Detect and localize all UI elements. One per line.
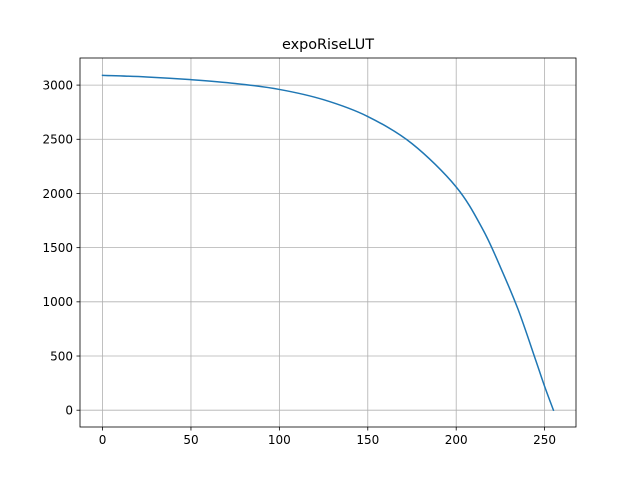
x-tick-label: 50	[183, 433, 198, 447]
chart-title: expoRiseLUT	[282, 37, 374, 53]
y-tick-label: 500	[50, 349, 73, 363]
x-tick-label: 200	[445, 433, 468, 447]
x-tick-label: 100	[268, 433, 291, 447]
x-tick-label: 250	[533, 433, 556, 447]
y-tick-label: 2500	[42, 133, 73, 147]
grid-lines	[80, 58, 576, 427]
series-line	[101, 74, 555, 412]
y-tick-label: 0	[65, 404, 73, 418]
plot-frame	[79, 57, 577, 428]
y-tick-label: 3000	[42, 78, 73, 92]
plot-area	[80, 58, 576, 427]
series-layer	[101, 74, 555, 412]
y-tick-label: 1000	[42, 295, 73, 309]
x-tick-label: 150	[356, 433, 379, 447]
x-tick-label: 0	[99, 433, 107, 447]
y-tick-label: 2000	[42, 187, 73, 201]
y-tick-label: 1500	[42, 241, 73, 255]
